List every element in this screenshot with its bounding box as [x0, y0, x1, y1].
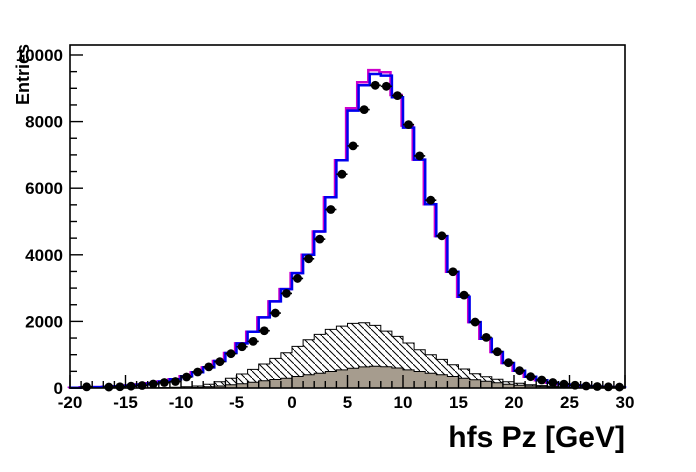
hatched-histogram	[70, 322, 626, 389]
y-tick-label: 2000	[25, 312, 63, 331]
y-axis-title: Entries	[13, 43, 33, 105]
x-tick-label: 25	[560, 393, 579, 412]
x-tick-label: 30	[616, 393, 635, 412]
y-tick-label: 8000	[25, 113, 63, 132]
y-tick-label: 10000	[16, 46, 63, 65]
data-point-marker	[415, 151, 425, 161]
data-point-marker	[404, 120, 413, 129]
data-point-marker	[615, 382, 624, 392]
data-point-marker	[82, 382, 92, 392]
data-point-marker	[193, 367, 203, 377]
data-point-marker	[448, 267, 458, 277]
data-point-marker	[504, 358, 513, 368]
data-point-marker	[393, 91, 402, 101]
data-point-marker	[548, 378, 558, 387]
data-point-marker	[359, 105, 369, 115]
data-point-marker	[204, 362, 214, 372]
data-point-marker	[226, 349, 236, 359]
data-point-marker	[537, 375, 547, 385]
x-axis: -20 -15 -10 -5 0 5 10 15 20 25 30	[58, 375, 635, 412]
data-point-marker	[215, 357, 225, 367]
data-point-marker	[237, 342, 247, 352]
data-point-marker	[492, 347, 502, 357]
y-axis: 0 2000 4000 6000 8000 10000	[16, 46, 83, 398]
data-point-marker	[559, 379, 569, 389]
data-point-marker	[581, 381, 591, 391]
data-point-marker	[115, 382, 125, 392]
data-point-marker	[248, 336, 258, 346]
data-points	[81, 80, 625, 392]
x-tick-label: -10	[169, 393, 194, 412]
data-point-marker	[104, 382, 114, 392]
data-point-marker	[270, 308, 280, 318]
data-point-marker	[171, 377, 180, 386]
data-point-marker	[348, 141, 358, 151]
data-point-marker	[182, 372, 191, 382]
data-point-marker	[592, 382, 602, 391]
x-tick-label: 10	[394, 393, 413, 412]
data-point-marker	[293, 274, 302, 283]
x-axis-title: hfs Pz [GeV]	[448, 421, 625, 454]
x-tick-label: 15	[449, 393, 468, 412]
data-point-marker	[370, 80, 380, 90]
data-point-marker	[426, 195, 436, 205]
y-tick-label: 0	[54, 379, 63, 398]
x-tick-label: 5	[343, 393, 352, 412]
data-point-marker	[126, 381, 136, 391]
data-point-marker	[326, 205, 336, 214]
x-tick-label: 0	[287, 393, 296, 412]
data-point-marker	[148, 379, 158, 389]
data-point-marker	[470, 317, 480, 327]
data-point-marker	[337, 169, 347, 179]
x-tick-label: -5	[229, 393, 244, 412]
data-point-marker	[603, 382, 613, 392]
data-point-marker	[526, 372, 536, 382]
data-point-marker	[315, 234, 325, 244]
data-point-marker	[159, 378, 169, 387]
x-tick-label: -15	[113, 393, 138, 412]
data-point-marker	[481, 332, 491, 342]
x-tick-label: -20	[58, 393, 83, 412]
data-point-marker	[459, 290, 469, 300]
data-point-marker	[437, 231, 447, 241]
data-point-marker	[381, 81, 391, 91]
x-tick-label: 20	[505, 393, 524, 412]
data-point-marker	[282, 289, 291, 298]
y-tick-label: 6000	[25, 179, 63, 198]
data-point-marker	[259, 326, 269, 336]
data-point-marker	[304, 254, 314, 264]
y-tick-label: 4000	[25, 246, 63, 265]
data-point-marker	[515, 366, 524, 376]
